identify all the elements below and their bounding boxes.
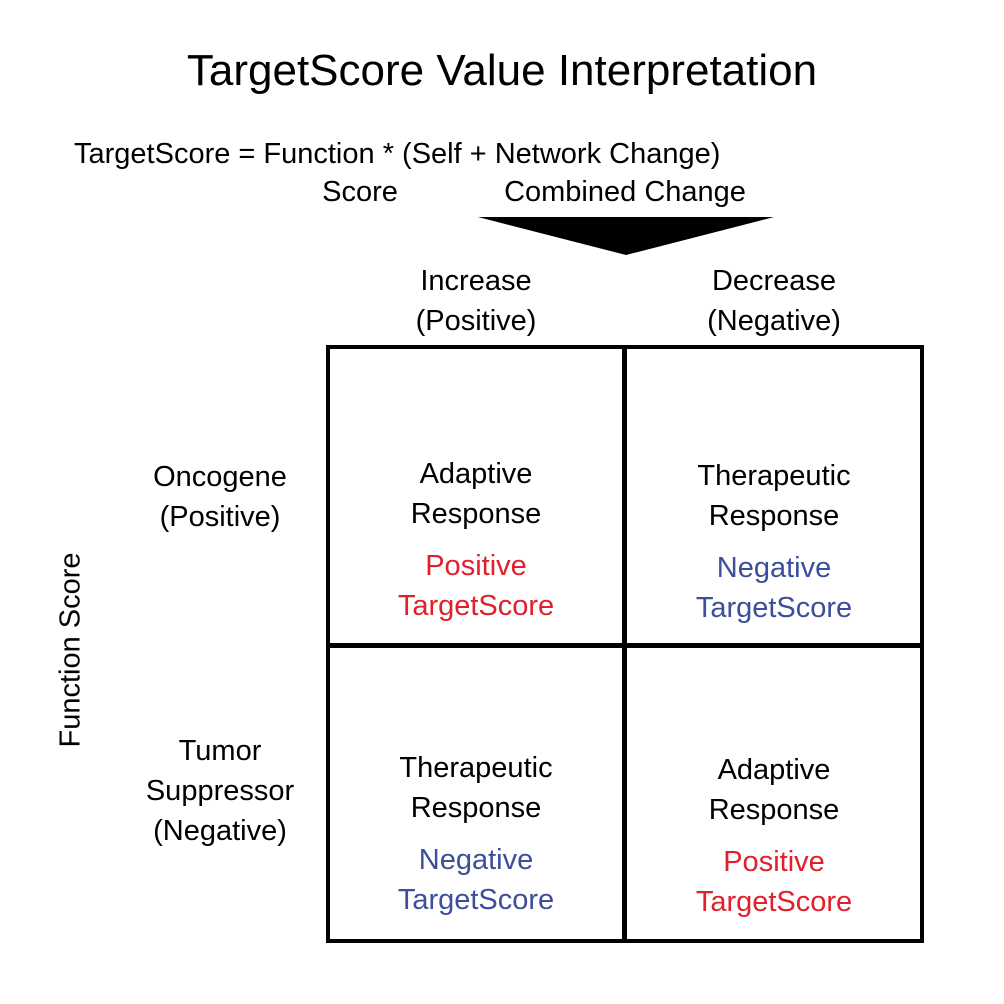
cell-score: Positive TargetScore [626,842,922,922]
cell-response-line2: Response [708,500,840,532]
cell-score-line2: TargetScore [397,590,555,622]
column-header-decrease: Decrease (Negative) [624,261,924,341]
down-arrow-icon [478,217,774,255]
column-header-increase-line2: (Positive) [415,305,537,337]
formula-equation: TargetScore = Function * (Self + Network… [74,138,721,170]
column-header-decrease-line2: (Negative) [707,305,841,337]
cell-score-line2: TargetScore [695,886,853,918]
cell-response-line1: Therapeutic [697,460,851,492]
row-header-oncogene-line2: (Positive) [159,501,281,533]
row-header-oncogene: Oncogene (Positive) [120,457,320,537]
page-title: TargetScore Value Interpretation [186,46,818,95]
cell-score: Negative TargetScore [328,840,624,920]
cell-response-line2: Response [708,794,840,826]
cell-response-line1: Therapeutic [399,752,553,784]
cell-oncogene-decrease: Therapeutic Response Negative TargetScor… [626,456,922,628]
formula-label-function-score: Score [322,176,398,208]
cell-response-line1: Adaptive [419,458,533,490]
cell-score: Negative TargetScore [626,548,922,628]
cell-oncogene-increase: Adaptive Response Positive TargetScore [328,454,624,626]
row-header-tumor-suppressor: Tumor Suppressor (Negative) [120,731,320,851]
row-header-oncogene-line1: Oncogene [153,461,287,493]
cell-score-line1: Positive [425,550,527,582]
cell-suppressor-decrease: Adaptive Response Positive TargetScore [626,750,922,922]
row-header-suppressor-line2: Suppressor [145,775,295,807]
cell-suppressor-increase: Therapeutic Response Negative TargetScor… [328,748,624,920]
axis-label-function-score: Function Score [54,552,87,748]
column-header-increase-line1: Increase [420,265,532,297]
column-header-increase: Increase (Positive) [326,261,626,341]
cell-score-line1: Negative [716,552,832,584]
cell-score-line2: TargetScore [695,592,853,624]
cell-score-line1: Negative [418,844,534,876]
row-header-suppressor-line1: Tumor [178,735,262,767]
row-header-suppressor-line3: (Negative) [153,815,287,847]
cell-score: Positive TargetScore [328,546,624,626]
cell-response-line2: Response [410,792,542,824]
cell-score-line1: Positive [723,846,825,878]
cell-response-line1: Adaptive [717,754,831,786]
column-header-decrease-line1: Decrease [711,265,837,297]
matrix-divider-horizontal [326,643,924,648]
formula-label-combined-change: Combined Change [504,176,746,208]
cell-response-line2: Response [410,498,542,530]
cell-score-line2: TargetScore [397,884,555,916]
